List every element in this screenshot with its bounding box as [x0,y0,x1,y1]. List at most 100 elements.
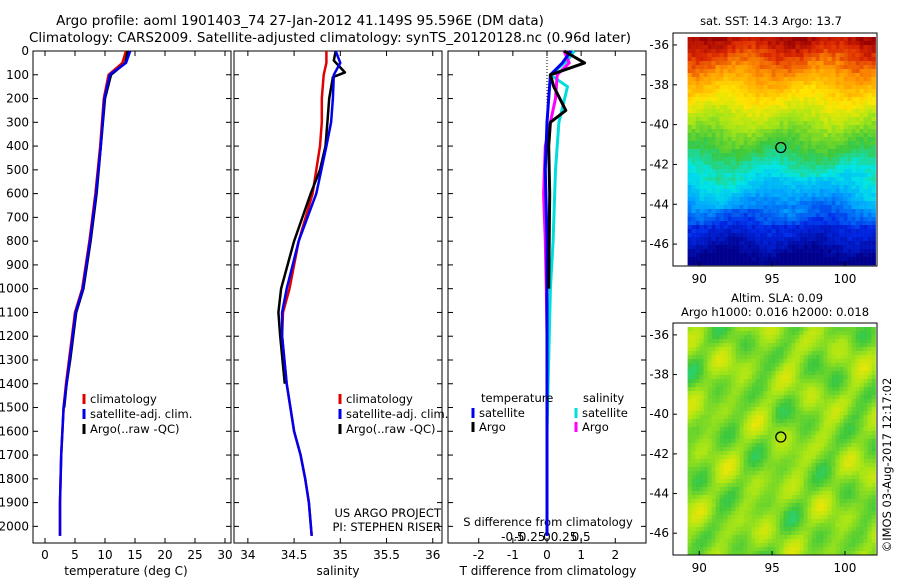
salinity-xtick-label: 34.5 [281,548,308,562]
depth-tick-label: 1200 [0,329,29,343]
difference-legend-temp-argo-label: Argo [479,420,506,434]
depth-tick-label: 900 [6,258,29,272]
difference-xtick-label: 0 [543,548,551,562]
sla-map-ytick-label: -38 [649,368,669,382]
sla-map-ytick-label: -44 [649,487,669,501]
depth-tick-label: 2000 [0,519,29,533]
salinity-xtick-label: 34 [240,548,255,562]
salinity-xtick-label: 35 [333,548,348,562]
sla-map-argo-marker [775,431,787,443]
sst-map-xtick-label: 95 [764,272,779,286]
sst-map-raster [687,37,876,266]
depth-tick-label: 1100 [0,305,29,319]
depth-tick-label: 500 [6,163,29,177]
sla-map-ytick-label: -46 [649,526,669,540]
temperature-axis-label: temperature (deg C) [64,564,187,578]
temperature-xtick-label: 10 [97,548,112,562]
temperature-legend-0-label: climatology [90,392,157,406]
difference-legend-temp-satellite-label: satellite [479,406,525,420]
salinity-xtick-label: 35.5 [373,548,400,562]
sla-map-ytick-label: -36 [649,328,669,342]
depth-tick-label: 1900 [0,496,29,510]
depth-tick-label: 400 [6,139,29,153]
sla-map-ytick-label: -40 [649,407,669,421]
salinity-panel: 34 34.5 35 35.5 36 salinity climatologysatelli… [233,50,448,578]
salinity-axes-frame [233,50,443,544]
difference-series-temp-argo [547,49,587,289]
sst-map-axes-frame [672,32,878,267]
salinity-diff-tick-label: -0.5 [501,530,524,544]
temperature-xtick-label: 15 [127,548,142,562]
depth-tick-label: 1700 [0,448,29,462]
salinity-diff-tick-label: -0.25 [514,530,545,544]
sst-map-xtick-label: 90 [692,272,707,286]
salinity-legend-1-label: satellite-adj. clim. [346,407,448,421]
salinity-diff-tick-label: 0 [543,530,551,544]
salinity-series-climatology [280,51,328,537]
depth-tick-label: 1300 [0,353,29,367]
sla-map-raster [687,327,876,556]
difference-panel: -2 -1 0 1 2-0.5-0.250 0.250.5S difference fro… [447,49,647,578]
salinity-series-satellite [280,50,342,537]
depth-tick-label: 0 [21,44,29,58]
depth-tick-label: 600 [6,187,29,201]
depth-tick-label: 1600 [0,424,29,438]
sst-map-title: sat. SST: 14.3 Argo: 13.7 [700,14,842,28]
difference-xtick-label: 1 [577,548,585,562]
sla-map-xtick-label: 100 [833,561,856,575]
sst-map-xtick-label: 100 [833,272,856,286]
sst-map-panel: sat. SST: 14.3 Argo: 13.7 90 95 100 -36 -38 -4… [649,14,878,286]
sla-map-xtick-label: 90 [692,561,707,575]
depth-tick-label: 300 [6,115,29,129]
sst-map-ytick-label: -42 [649,157,669,171]
temperature-xtick-label: 0 [41,548,49,562]
difference-legend-title-salinity: salinity [583,391,624,405]
salinity-diff-tick-label: 0.5 [572,530,591,544]
salinity-xtick-label: 36 [425,548,440,562]
difference-legend-sal-argo-label: Argo [582,420,609,434]
temperature-xtick-label: 20 [157,548,172,562]
sst-map-ytick-label: -44 [649,197,669,211]
difference-axis-label: T difference from climatology [459,564,637,578]
temperature-legend-2-label: Argo(..raw -QC) [90,422,180,436]
difference-legend-sal-satellite-label: satellite [582,406,628,420]
temperature-series-satellite [58,50,132,536]
difference-xtick-label: 2 [611,548,619,562]
sla-map-title-line1: Altim. SLA: 0.09 [731,291,823,305]
sla-map-axes-frame [672,322,878,556]
salinity-annotation-0: US ARGO PROJECT [334,506,442,520]
sla-map-ytick-label: -42 [649,447,669,461]
depth-tick-label: 1500 [0,401,29,415]
salinity-axis-label: salinity [316,564,359,578]
sst-map-ytick-label: -40 [649,118,669,132]
temperature-legend-1-label: satellite-adj. clim. [90,407,192,421]
copyright-watermark: ©IMOS 03-Aug-2017 12:17:02 [880,378,894,553]
sst-map-argo-marker [775,141,787,154]
depth-tick-label: 700 [6,210,29,224]
temperature-xtick-label: 5 [71,548,79,562]
salinity-legend-2-label: Argo(..raw -QC) [346,422,436,436]
temperature-axes-frame [32,50,232,544]
depth-tick-label: 800 [6,234,29,248]
sst-map-ytick-label: -46 [649,237,669,251]
sst-map-ytick-label: -36 [649,38,669,52]
salinity-legend-0-label: climatology [346,392,413,406]
sla-map-xtick-label: 95 [764,561,779,575]
depth-tick-label: 1000 [0,282,29,296]
temperature-series-argo [62,50,130,408]
temperature-series-climatology [58,50,128,536]
depth-tick-label: 100 [6,68,29,82]
figure-title-line1: Argo profile: aoml 1901403_74 27-Jan-201… [56,13,544,29]
temperature-xtick-label: 30 [217,548,232,562]
depth-tick-label: 1800 [0,472,29,486]
temperature-xtick-label: 25 [187,548,202,562]
salinity-series-argo [277,50,347,384]
difference-xtick-label: -2 [473,548,485,562]
difference-legend-title-temperature: temperature [481,391,553,405]
salinity-annotation-1: PI: STEPHEN RISER [333,520,442,534]
depth-tick-label: 1400 [0,377,29,391]
sla-map-title-line2: Argo h1000: 0.016 h2000: 0.018 [681,305,869,319]
difference-xtick-label: -1 [507,548,519,562]
